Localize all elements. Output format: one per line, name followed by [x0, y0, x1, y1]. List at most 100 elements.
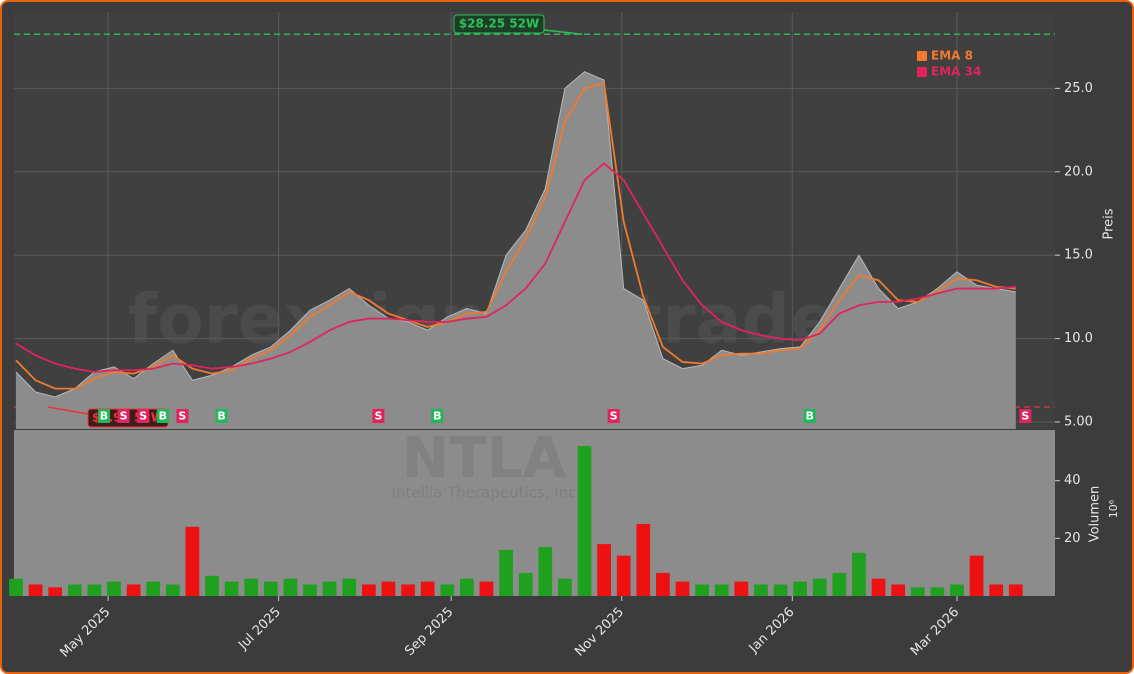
- legend-label: EMA 34: [931, 65, 981, 79]
- volume-bar: [793, 581, 808, 596]
- signal-label: S: [1021, 410, 1029, 423]
- signal-badge: [176, 409, 189, 423]
- volume-bar: [852, 552, 866, 596]
- signal-badge: [431, 409, 444, 423]
- volume-bar: [224, 581, 239, 596]
- legend-swatch: [917, 67, 927, 77]
- signal-badge: [117, 409, 130, 423]
- volume-bar: [538, 547, 553, 596]
- signal-label: B: [806, 410, 814, 423]
- volume-bar: [263, 581, 278, 596]
- signal-label: B: [217, 410, 225, 423]
- signal-label: S: [178, 410, 186, 423]
- y-tick-label: 20.0: [1064, 164, 1093, 179]
- y-tick-label: 25.0: [1064, 81, 1093, 96]
- volume-bar: [440, 584, 455, 596]
- volume-bar: [283, 578, 298, 596]
- price-area: [15, 71, 1016, 429]
- volume-bar: [773, 584, 788, 596]
- volume-bar: [891, 584, 906, 596]
- high-arrow: [543, 29, 583, 35]
- y-tick-label: 5.00: [1064, 414, 1093, 429]
- volume-bar: [518, 572, 533, 596]
- signal-label: B: [433, 410, 441, 423]
- volume-bar: [754, 584, 768, 596]
- signal-label: B: [159, 410, 167, 423]
- volume-bar: [185, 526, 200, 596]
- volume-bar: [9, 578, 23, 596]
- volume-bar: [107, 581, 121, 596]
- volume-bar: [558, 578, 572, 596]
- volume-bar: [460, 578, 474, 596]
- signal-label: B: [100, 410, 108, 423]
- y-axis-label: Preis: [1102, 208, 1117, 239]
- volume-bar: [67, 584, 82, 596]
- signal-badge: [156, 409, 169, 423]
- volume-bar: [871, 578, 886, 596]
- volume-bar: [401, 584, 415, 596]
- volume-bar: [812, 578, 827, 596]
- volume-bar: [930, 587, 945, 596]
- volume-bar: [969, 555, 984, 596]
- legend-label: EMA 8: [931, 49, 973, 63]
- volume-bar: [322, 581, 337, 596]
- volume-bar: [28, 584, 43, 596]
- volume-bar: [636, 523, 651, 596]
- volume-bar: [420, 581, 435, 596]
- signal-badge: [137, 409, 150, 423]
- volume-bar: [303, 584, 317, 596]
- volume-bar: [950, 584, 964, 596]
- volume-bar: [832, 572, 847, 596]
- volume-bar: [205, 575, 219, 596]
- x-tick-label: Sep 2025: [402, 605, 456, 659]
- volume-bar: [48, 587, 63, 596]
- volume-unit: 10⁶: [1107, 499, 1120, 518]
- x-tick-label: May 2025: [57, 605, 113, 661]
- volume-bar: [146, 581, 161, 596]
- signal-badge: [803, 409, 816, 423]
- volume-bar: [87, 584, 102, 596]
- volume-bar: [1008, 584, 1023, 596]
- signal-badge: [1019, 409, 1032, 423]
- signal-badge: [215, 409, 228, 423]
- volume-bar: [695, 584, 709, 596]
- volume-bar: [479, 581, 494, 596]
- signal-badge: [607, 409, 620, 423]
- x-tick-label: Jan 2026: [746, 605, 798, 657]
- x-tick-label: Mar 2026: [908, 605, 962, 659]
- legend-swatch: [917, 51, 927, 61]
- signal-label: S: [610, 410, 618, 423]
- volume-bar: [361, 584, 376, 596]
- ema-line: [15, 162, 1016, 373]
- volume-bar: [597, 544, 611, 596]
- volume-bar: [381, 581, 396, 596]
- volume-axis-label: Volumen: [1088, 486, 1103, 543]
- volume-bar: [714, 584, 729, 596]
- signal-label: S: [120, 410, 128, 423]
- watermark-ticker: NTLA: [402, 426, 567, 491]
- signal-badge: [372, 409, 385, 423]
- x-tick-label: Jul 2025: [235, 605, 284, 654]
- signal-label: S: [139, 410, 147, 423]
- volume-bar: [126, 584, 141, 596]
- volume-bar: [499, 549, 513, 596]
- volume-bar: [675, 581, 690, 596]
- volume-bar: [910, 587, 925, 596]
- volume-bar: [342, 578, 357, 596]
- signal-label: S: [374, 410, 382, 423]
- volume-bar: [734, 581, 749, 596]
- x-tick-label: Nov 2025: [572, 605, 627, 660]
- volume-bar: [656, 572, 670, 596]
- high-badge: [453, 14, 545, 34]
- y-tick-label: 10.0: [1064, 331, 1093, 346]
- watermark-company: Intellia Therapeutics, Inc: [392, 484, 577, 502]
- volume-bar: [989, 584, 1004, 596]
- volume-bar: [616, 555, 631, 596]
- volume-tick-label: 40: [1064, 473, 1081, 488]
- volume-bar: [244, 578, 259, 596]
- y-tick-label: 15.0: [1064, 248, 1093, 263]
- low-arrow: [47, 406, 89, 415]
- signal-badge: [97, 409, 110, 423]
